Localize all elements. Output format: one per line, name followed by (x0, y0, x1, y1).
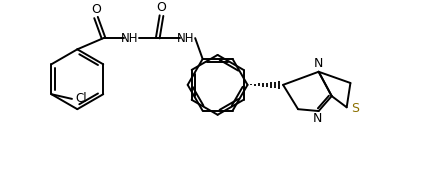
Text: N: N (314, 57, 324, 70)
Text: O: O (91, 3, 101, 16)
Text: NH: NH (121, 32, 139, 45)
Text: N: N (313, 112, 322, 125)
Text: S: S (351, 102, 359, 115)
Text: NH: NH (177, 32, 195, 45)
Text: O: O (156, 1, 167, 14)
Text: Cl: Cl (75, 92, 87, 105)
